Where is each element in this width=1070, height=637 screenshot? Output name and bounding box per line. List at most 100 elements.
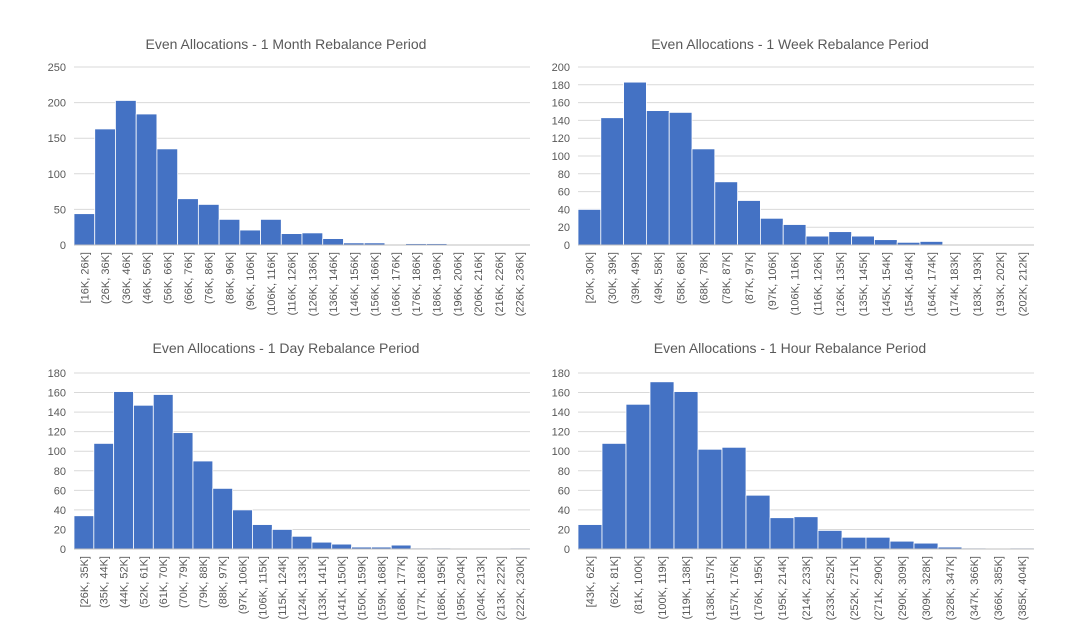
x-tick-label: (186K, 195K] bbox=[436, 556, 448, 620]
histogram-bar bbox=[280, 233, 303, 246]
x-tick-label: (115K, 124K] bbox=[277, 556, 289, 619]
histogram-bar bbox=[769, 517, 795, 550]
y-tick-label: 140 bbox=[552, 115, 570, 127]
histogram-bar bbox=[625, 403, 651, 550]
histogram-bar bbox=[841, 536, 867, 550]
histogram-bar bbox=[691, 148, 716, 246]
x-tick-label: (78K, 87K] bbox=[721, 252, 733, 304]
histogram-bar bbox=[172, 432, 194, 550]
y-tick-label: 120 bbox=[552, 133, 570, 145]
x-tick-label: (116K, 126K] bbox=[812, 252, 824, 315]
y-tick-label: 80 bbox=[558, 466, 570, 478]
x-tick-label: (150K, 159K] bbox=[356, 556, 368, 620]
x-tick-label: (214K, 233K] bbox=[801, 556, 813, 620]
histogram-bar bbox=[673, 391, 699, 550]
histogram-bar bbox=[197, 204, 220, 246]
x-tick-label: (135K, 145K] bbox=[858, 252, 870, 316]
y-tick-label: 140 bbox=[552, 407, 570, 419]
histogram-bar bbox=[649, 381, 675, 550]
y-tick-label: 100 bbox=[48, 169, 66, 181]
x-tick-label: (159K, 168K] bbox=[376, 556, 388, 620]
y-tick-label: 100 bbox=[552, 151, 570, 163]
y-tick-label: 20 bbox=[558, 222, 570, 234]
x-tick-label: (138K, 157K] bbox=[705, 556, 717, 620]
y-tick-label: 60 bbox=[558, 485, 570, 497]
y-tick-label: 0 bbox=[564, 240, 570, 252]
x-tick-label: (36K, 46K] bbox=[121, 252, 133, 304]
y-tick-label: 100 bbox=[552, 446, 570, 458]
histogram-bar bbox=[646, 110, 670, 246]
y-tick-label: 100 bbox=[48, 446, 66, 458]
histogram-bar bbox=[873, 239, 898, 246]
histogram-bar bbox=[600, 117, 624, 246]
histogram-bar bbox=[851, 235, 875, 246]
y-tick-label: 60 bbox=[558, 187, 570, 199]
histogram-bar bbox=[668, 111, 693, 246]
histogram-chart-1-hour: Even Allocations - 1 Hour Rebalance Peri… bbox=[540, 340, 1040, 637]
histogram-bar bbox=[331, 543, 352, 550]
x-tick-label: (76K, 86K] bbox=[204, 252, 216, 304]
y-tick-label: 160 bbox=[48, 388, 66, 400]
histogram-chart-1-month: Even Allocations - 1 Month Rebalance Per… bbox=[36, 36, 536, 336]
histogram-bar bbox=[601, 443, 627, 550]
x-tick-label: (26K, 36K] bbox=[100, 252, 112, 304]
chart-plot: 0 20 40 60 80 100 120 140 160 180 [43K, 62K] (62K, … bbox=[552, 368, 1035, 620]
histogram-bar bbox=[889, 540, 915, 550]
histogram-bar bbox=[311, 541, 333, 550]
x-tick-label: (156K, 166K] bbox=[370, 252, 382, 316]
histogram-bar bbox=[152, 394, 174, 550]
x-tick-label: (87K, 97K] bbox=[744, 252, 756, 304]
histogram-bar bbox=[260, 218, 282, 246]
chart-title: Even Allocations - 1 Hour Rebalance Peri… bbox=[653, 340, 927, 356]
y-tick-label: 180 bbox=[552, 80, 570, 92]
y-tick-label: 0 bbox=[564, 544, 570, 556]
x-tick-label: (44K, 52K] bbox=[119, 556, 131, 608]
histogram-bar bbox=[301, 232, 324, 246]
chart-plot: 0 50 100 150 200 250 [16K, 26K] (26K, 36K] (36K,… bbox=[48, 62, 531, 316]
x-tick-label: (366K, 385K] bbox=[993, 556, 1005, 620]
x-tick-label: (195K, 214K] bbox=[777, 556, 789, 620]
x-tick-label: (176K, 195K] bbox=[753, 556, 765, 620]
y-tick-label: 0 bbox=[60, 240, 66, 252]
histogram-bar bbox=[218, 218, 241, 246]
x-tick-label: (70K, 79K] bbox=[178, 556, 190, 608]
x-tick-label: (146K, 156K] bbox=[349, 252, 361, 316]
x-tick-label: (49K, 58K] bbox=[653, 252, 665, 304]
histogram-bar bbox=[390, 544, 412, 550]
x-tick-label: (176K, 186K] bbox=[411, 252, 423, 316]
x-tick-label: (66K, 76K] bbox=[183, 252, 195, 304]
y-tick-label: 20 bbox=[558, 524, 570, 536]
x-tick-label: (309K, 328K] bbox=[921, 556, 933, 620]
x-tick-label: (96K, 106K] bbox=[245, 252, 257, 310]
histogram-bar bbox=[817, 530, 843, 550]
y-tick-label: 120 bbox=[552, 427, 570, 439]
histogram-bar bbox=[577, 208, 602, 246]
histogram-bar bbox=[156, 148, 179, 246]
x-tick-label: (216K, 226K] bbox=[494, 252, 506, 316]
histogram-chart-1-day: Even Allocations - 1 Day Rebalance Perio… bbox=[36, 340, 536, 637]
x-tick-label: (106K, 116K] bbox=[266, 252, 278, 315]
x-tick-label: (186K, 196K] bbox=[432, 252, 444, 316]
y-tick-label: 40 bbox=[54, 505, 66, 517]
x-tick-label: (196K, 206K] bbox=[452, 252, 464, 316]
x-tick-label: (30K, 39K] bbox=[607, 252, 619, 304]
histogram-bar bbox=[782, 224, 807, 246]
x-tick-label: (97K, 106K] bbox=[238, 556, 250, 614]
x-tick-label: (183K, 193K] bbox=[972, 252, 984, 316]
histogram-bar bbox=[94, 128, 116, 246]
x-tick-label: (174K, 183K] bbox=[949, 252, 961, 316]
y-tick-label: 80 bbox=[54, 466, 66, 478]
x-tick-label: (213K, 222K] bbox=[495, 556, 507, 620]
histogram-bar bbox=[919, 241, 944, 246]
x-tick-label: (62K, 81K] bbox=[609, 556, 621, 608]
x-tick-label: (126K, 135K] bbox=[835, 252, 847, 316]
histogram-bar bbox=[115, 100, 137, 246]
histogram-bar bbox=[113, 391, 134, 550]
histogram-bar bbox=[73, 213, 96, 246]
y-tick-label: 250 bbox=[48, 62, 66, 74]
histogram-bar bbox=[212, 487, 234, 550]
y-tick-label: 160 bbox=[552, 98, 570, 110]
histogram-bar bbox=[805, 235, 830, 246]
histogram-bar bbox=[192, 460, 214, 550]
x-tick-label: (166K, 176K] bbox=[390, 252, 402, 316]
